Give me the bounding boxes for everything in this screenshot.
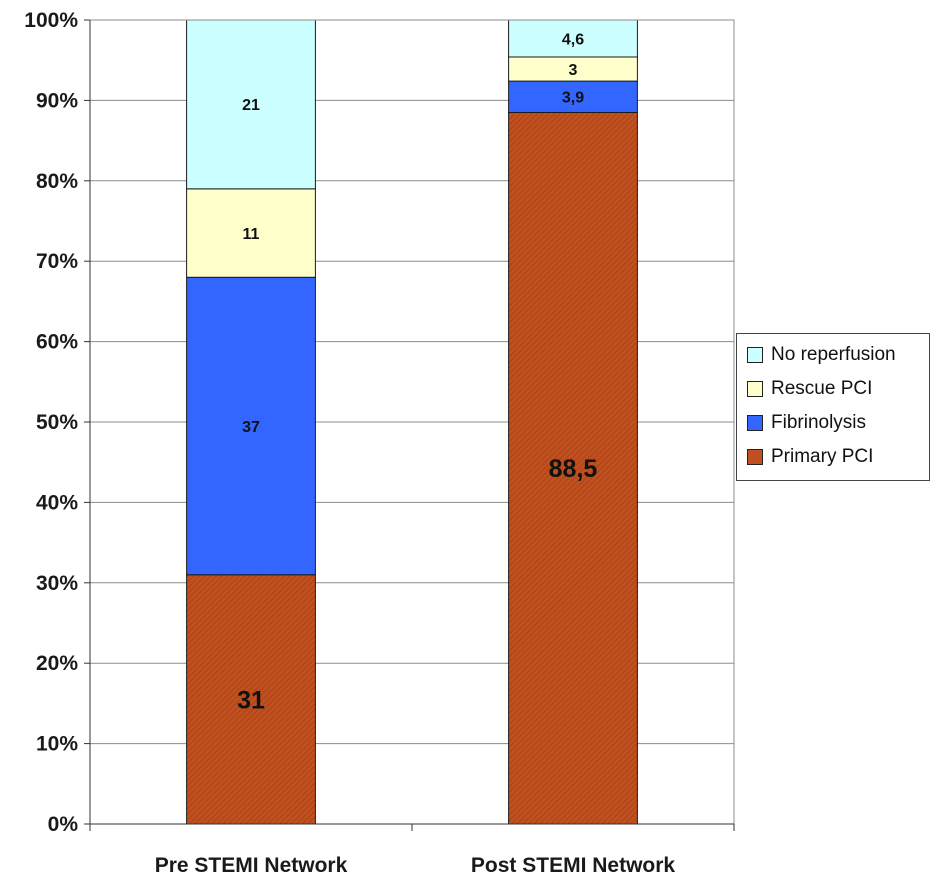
x-category-label: Pre STEMI Network xyxy=(155,854,348,875)
legend-swatch xyxy=(747,449,763,465)
legend-swatch xyxy=(747,415,763,431)
y-tick-label: 20% xyxy=(36,652,78,675)
y-tick-label: 100% xyxy=(24,9,78,32)
legend-item: No reperfusion xyxy=(747,338,929,372)
y-tick-label: 40% xyxy=(36,491,78,514)
bar-segment-primary-pci xyxy=(508,111,638,825)
bar-segment-no-reperfusion xyxy=(186,19,316,190)
data-label: 3 xyxy=(569,62,578,79)
y-tick-label: 0% xyxy=(48,813,79,836)
bar-segment-fibrinolysis xyxy=(508,80,638,113)
bar-segment-rescue-pci xyxy=(186,188,316,278)
legend: No reperfusion Rescue PCI Fibrinolysis Prim… xyxy=(736,333,930,481)
data-label: 88,5 xyxy=(549,455,598,483)
legend-item: Primary PCI xyxy=(747,440,929,474)
data-label: 37 xyxy=(242,419,260,436)
legend-item: Rescue PCI xyxy=(747,372,929,406)
legend-swatch xyxy=(747,381,763,397)
data-labels: 31 37 11 21 88,5 3,9 3 4,6 xyxy=(237,31,597,714)
data-label: 31 xyxy=(237,686,265,714)
data-label: 21 xyxy=(242,97,260,114)
data-label: 4,6 xyxy=(562,31,584,48)
y-tick-label: 70% xyxy=(36,250,78,273)
legend-label: No reperfusion xyxy=(771,344,896,365)
bar-segment-no-reperfusion xyxy=(508,19,638,58)
data-label: 11 xyxy=(243,226,260,243)
y-tick-label: 30% xyxy=(36,572,78,595)
bar-segment-fibrinolysis xyxy=(186,276,316,576)
bar-segment-primary-pci xyxy=(186,574,316,825)
data-label: 3,9 xyxy=(562,90,584,107)
x-category-label: Post STEMI Network xyxy=(471,854,676,875)
bar-segment-rescue-pci xyxy=(508,56,638,82)
axes: 0% 10% 20% 30% 40% 50% 60% 70% 80% 90% 100% Pre STE… xyxy=(24,9,735,875)
legend-label: Fibrinolysis xyxy=(771,412,867,433)
bars xyxy=(186,19,638,825)
legend-label: Primary PCI xyxy=(771,446,874,467)
y-tick-label: 60% xyxy=(36,331,78,354)
y-tick-label: 10% xyxy=(36,733,78,756)
legend-label: Rescue PCI xyxy=(771,378,873,399)
y-tick-label: 90% xyxy=(36,89,78,112)
legend-item: Fibrinolysis xyxy=(747,406,929,440)
legend-swatch xyxy=(747,347,763,363)
y-tick-label: 80% xyxy=(36,170,78,193)
y-tick-label: 50% xyxy=(36,411,78,434)
